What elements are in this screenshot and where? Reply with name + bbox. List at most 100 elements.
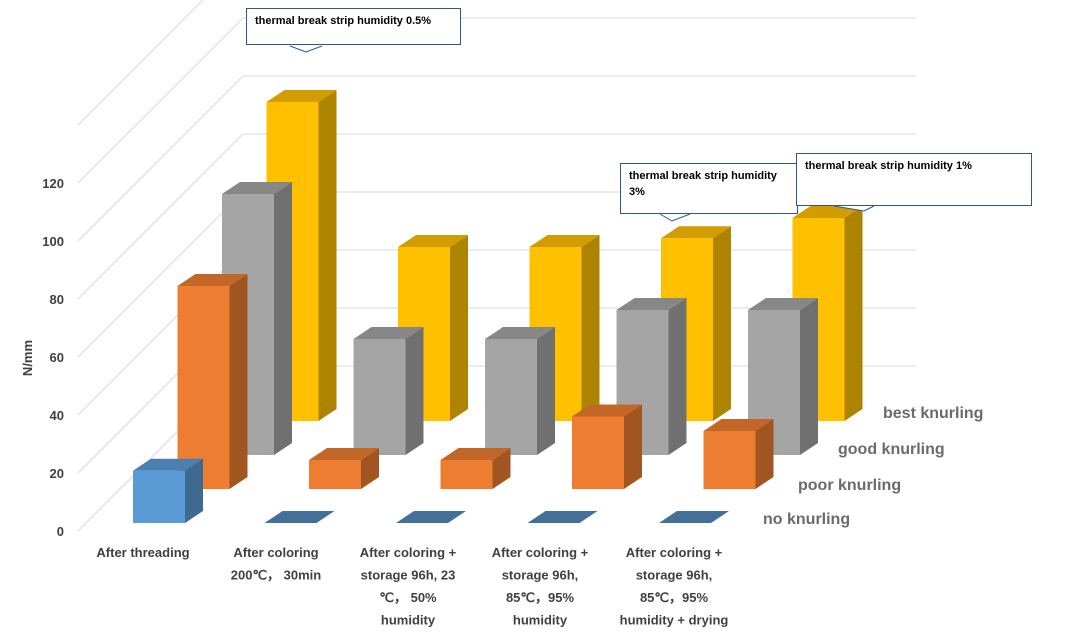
bar-top [792, 206, 863, 218]
bar-top [398, 235, 468, 247]
bar-good-knurling-2 [485, 327, 555, 455]
bar-no-knurling-4 [659, 511, 729, 523]
bar-no-knurling-3 [527, 511, 598, 523]
bars [133, 90, 863, 523]
bar-side [800, 298, 818, 455]
y-axis-ticks: 0 20 40 60 80 100 120 [42, 176, 64, 539]
category-labels: After threading After coloring 200℃， 30min… [96, 545, 728, 628]
y-tick-label: 20 [50, 466, 64, 481]
bar-front [309, 460, 361, 489]
bar-best-knurling-0 [266, 90, 337, 421]
callout-pointer [659, 213, 691, 222]
category-label-0: After threading [96, 545, 189, 560]
bar-front [703, 431, 756, 489]
bar-top [529, 235, 600, 247]
bar-poor-knurling-2 [440, 448, 511, 489]
bar-top [661, 226, 731, 239]
category-label-line: storage 96h, [502, 568, 579, 583]
bar-side [844, 206, 863, 421]
bar-best-knurling-2 [529, 235, 600, 421]
category-label-line: After coloring + [492, 545, 589, 560]
category-label-2: After coloring + storage 96h, 23 ℃， 50% hum… [360, 545, 457, 628]
category-label-4: After coloring + storage 96h, 85℃，95% humid… [620, 545, 729, 628]
bar-side [755, 419, 774, 489]
bar-good-knurling-4 [748, 298, 818, 455]
bar-front [440, 460, 493, 489]
bar-top [353, 327, 424, 339]
bar-side [713, 226, 731, 421]
series-label-poor-knurling: poor knurling [798, 477, 901, 494]
bar-no-knurling-0 [133, 458, 203, 523]
category-label-line: After coloring + [626, 545, 723, 560]
series-labels: no knurling poor knurling good knurling bes… [763, 405, 983, 528]
bar-side [229, 274, 248, 489]
y-tick-label: 60 [50, 350, 64, 365]
category-label-line: humidity + drying [620, 613, 729, 628]
bar-front [133, 470, 185, 523]
y-axis-title: N/mm [20, 340, 35, 376]
bar-front [572, 416, 624, 489]
series-label-best-knurling: best knurling [883, 405, 983, 422]
callout-humidity-3: thermal break strip humidity 3% [620, 163, 798, 214]
bar-top [527, 511, 598, 523]
callout-pointer [833, 205, 875, 212]
gridline [77, 0, 204, 126]
callout-humidity-1: thermal break strip humidity 1% [796, 153, 1032, 206]
bar-top [659, 511, 729, 523]
bar-side [185, 458, 203, 523]
bar-side [492, 448, 511, 489]
y-tick-label: 80 [50, 292, 64, 307]
bar-poor-knurling-4 [703, 419, 774, 489]
y-tick-label: 100 [42, 234, 64, 249]
callout-humidity-0-5: thermal break strip humidity 0.5% [246, 8, 461, 45]
category-label-1: After coloring 200℃， 30min [231, 545, 322, 583]
bar-top [266, 90, 337, 102]
bar-side [274, 182, 292, 455]
bar-top [572, 404, 642, 417]
bar-side [361, 448, 379, 489]
callout-pointer [289, 45, 323, 53]
bar-top [264, 511, 335, 523]
category-label-line: storage 96h, [636, 568, 713, 583]
bar-poor-knurling-3 [572, 404, 642, 489]
bar-side [318, 90, 337, 421]
category-label-line: 85℃，95% [640, 590, 709, 605]
bar-side [624, 404, 642, 489]
series-label-no-knurling: no knurling [763, 511, 850, 528]
bar-no-knurling-1 [264, 511, 335, 523]
bar-top [616, 298, 687, 310]
bar-no-knurling-2 [396, 511, 466, 523]
category-label-line: humidity [513, 613, 568, 628]
category-label-line: ℃， 50% [379, 590, 437, 605]
bar-front [485, 339, 537, 455]
category-label-line: storage 96h, 23 [361, 568, 456, 583]
series-label-good-knurling: good knurling [838, 441, 945, 458]
gridline [77, 133, 916, 300]
bar-good-knurling-1 [353, 327, 424, 455]
bar-side [405, 327, 424, 455]
category-label-line: After coloring [233, 545, 318, 560]
callout-pointers [289, 45, 875, 222]
bar-front [177, 286, 230, 489]
bar-top [396, 511, 466, 523]
gridline [77, 75, 916, 242]
y-tick-label: 120 [42, 176, 64, 191]
bar-top [177, 274, 248, 286]
bar-top [440, 448, 511, 460]
bar-poor-knurling-1 [309, 448, 379, 489]
bar-top [309, 448, 379, 460]
category-label-line: 200℃， 30min [231, 568, 322, 583]
bar-side [537, 327, 555, 455]
gridline [77, 17, 916, 184]
bar-top [748, 298, 818, 310]
bar-top [133, 458, 203, 471]
category-label-line: humidity [381, 613, 436, 628]
bar-side [668, 298, 687, 455]
y-tick-label: 40 [50, 408, 64, 423]
category-label-line: After coloring + [360, 545, 457, 560]
callout-text: thermal break strip humidity 0.5% [255, 15, 432, 27]
bar-top [703, 419, 774, 431]
bar-poor-knurling-0 [177, 274, 248, 489]
category-label-line: After threading [96, 545, 189, 560]
